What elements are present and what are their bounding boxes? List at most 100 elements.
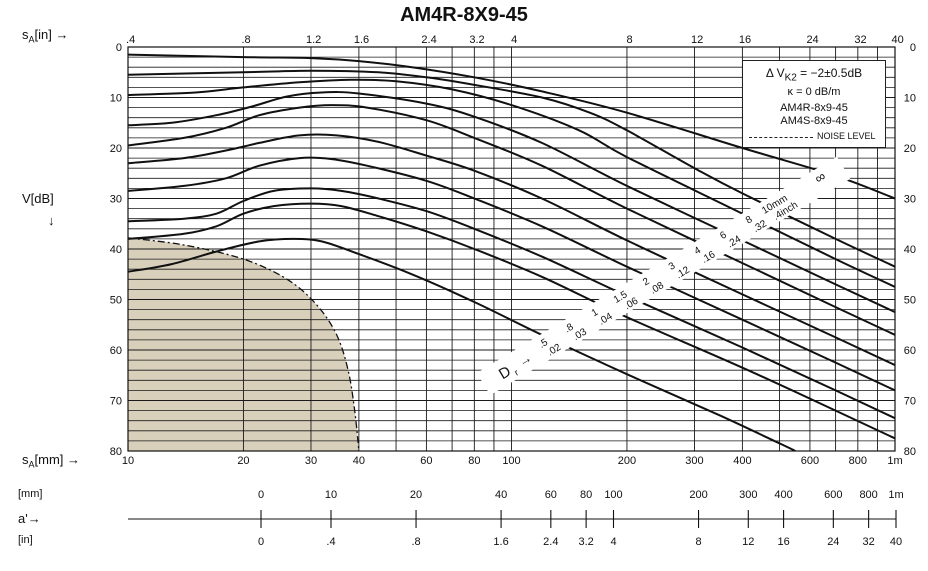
y-tick-label-left: 60 [110,345,122,357]
x-tick-label-bottom: 600 [801,455,819,467]
a-axis-mm-tick-label: 400 [774,489,792,501]
noise-level-dash [749,137,813,138]
y-tick-label-right: 20 [904,143,916,155]
legend-noise-level: NOISE LEVEL [817,131,876,141]
tick-label-group: 10 20 30 40 60 80 100 200 300 400 600 800 1m.4.8 1.2 1… [110,34,916,467]
legend-model-2: AM4S-8x9-45 [780,115,848,127]
x-tick-label-bottom: 80 [468,455,480,467]
a-axis-in-tick-label: 4 [610,536,616,548]
legend-model-1: AM4R-8x9-45 [780,102,848,114]
x-tick-label-top: 24 [806,34,818,46]
series-line-3 [128,156,895,392]
a-axis-mm-tick-label: 100 [604,489,622,501]
x-tick-label-top: 16 [739,34,751,46]
x-tick-label-top: 2.4 [421,34,436,46]
a-axis-in-tick-label: 32 [862,536,874,548]
x-tick-label-bottom: 800 [849,455,867,467]
y-tick-label-left: 20 [110,143,122,155]
x-tick-label-bottom: 100 [502,455,520,467]
arrow-right-icon: → [55,27,69,42]
x-tick-label-bottom: 200 [618,455,636,467]
y-tick-label-right: 10 [904,93,916,105]
series-label-mm-7: 6 [718,229,729,242]
legend-box: Δ VK2 = −2±0.5dB κ = 0 dB/m AM4R-8x9-45 … [742,60,886,148]
x-tick-label-bottom: 30 [305,455,317,467]
bottom-axis-title: sA[mm] → [22,452,81,470]
a-axis-in-tick-label: 0 [258,536,264,548]
series-line-8 [128,69,895,268]
a-axis-mm-tick-label: 200 [689,489,707,501]
a-axis-in-tick-label: 12 [742,536,754,548]
y-tick-label-left: 0 [116,42,122,54]
label-band-background [476,156,851,396]
x-tick-label-top: 1.6 [354,34,369,46]
y-tick-label-right: 70 [904,396,916,408]
x-tick-label-top: 3.2 [469,34,484,46]
y-tick-label-left: 40 [110,244,122,256]
x-tick-label-top: 4 [511,34,517,46]
infinity-label-background [803,162,837,192]
a-axis-mm-tick-label: 60 [545,489,557,501]
x-tick-label-bottom: 20 [237,455,249,467]
a-axis-in-label: [in] [18,534,33,546]
y-tick-label-right: 80 [904,446,916,458]
series-label-mm-5: 3 [667,260,678,273]
x-tick-label-bottom: 40 [353,455,365,467]
x-tick-label-bottom: 10 [122,455,134,467]
a-axis-mm-tick-label: 0 [258,489,264,501]
series-label-mm-6: 4 [693,245,704,258]
a-axis-mm-tick-label: 10 [325,489,337,501]
y-tick-label-right: 30 [904,194,916,206]
x-tick-label-top: 40 [892,34,904,46]
a-axis-in-tick-label: 1.6 [493,536,508,548]
a-axis: 0 0 10 .4 20 .8 40 1.6 60 2.4 80 3.2 100 4 200 8 300 12 40… [128,489,904,548]
series-line-0 [128,237,796,451]
series-line-1 [128,202,895,440]
series-line-4 [128,133,895,367]
a-axis-in-tick-label: .4 [326,536,335,548]
x-tick-label-bottom: 60 [420,455,432,467]
a-axis-in-tick-label: 8 [695,536,701,548]
arrow-right-icon: → [67,452,81,467]
series-label-mm-4: 2 [641,276,652,289]
y-tick-label-left: 50 [110,295,122,307]
y-tick-label-left: 80 [110,446,122,458]
top-axis-title: sA[in] → [22,27,69,45]
series-line-2 [128,187,895,420]
infinity-label-group: ∞ [803,162,837,192]
a-axis-mm-tick-label: 20 [410,489,422,501]
a-axis-in-tick-label: 24 [827,536,839,548]
y-axis-title: V[dB] [22,191,54,206]
y-tick-label-left: 10 [110,93,122,105]
y-tick-label-left: 30 [110,194,122,206]
a-axis-mm-tick-label: 40 [495,489,507,501]
a-axis-in-tick-label: 3.2 [578,536,593,548]
x-tick-label-top: 8 [627,34,633,46]
a-axis-title: a'→ [18,511,41,526]
y-tick-label-right: 60 [904,345,916,357]
legend-kappa: κ = 0 dB/m [787,86,841,98]
a-axis-in-tick-label: 16 [777,536,789,548]
series-label-band: Dr→.5.02.8.031.041.5.062.083.124.166.248… [476,156,851,396]
a-axis-mm-tick-label: 80 [580,489,592,501]
x-tick-label-top: 12 [691,34,703,46]
x-tick-label-bottom: 1m [887,455,902,467]
a-axis-mm-label: [mm] [18,488,43,500]
x-tick-label-bottom: 300 [685,455,703,467]
plot-frame [127,46,896,452]
arrow-down-icon: ↓ [48,213,55,228]
x-tick-label-top: 32 [854,34,866,46]
a-axis-mm-tick-label: 1m [888,489,903,501]
series-label-mm-2: 1 [590,307,601,320]
y-tick-label-right: 50 [904,295,916,307]
x-tick-label-bottom: 400 [733,455,751,467]
y-tick-label-left: 70 [110,396,122,408]
arrow-right-icon: → [27,511,41,526]
a-axis-mm-tick-label: 300 [739,489,757,501]
legend-delta-v: Δ VK2 = −2±0.5dB [765,66,863,84]
a-axis-in-tick-label: .8 [411,536,420,548]
label-band-group: Dr→.5.02.8.031.041.5.062.083.124.166.248… [476,156,851,396]
a-axis-in-tick-label: 40 [890,536,902,548]
a-axis-mm-tick-label: 600 [824,489,842,501]
